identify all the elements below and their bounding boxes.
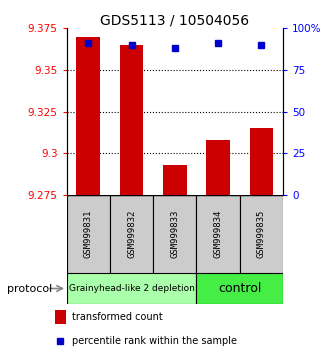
- Text: percentile rank within the sample: percentile rank within the sample: [73, 336, 237, 346]
- Text: control: control: [218, 282, 261, 295]
- FancyBboxPatch shape: [67, 273, 196, 304]
- FancyBboxPatch shape: [110, 195, 153, 273]
- Text: GSM999835: GSM999835: [257, 210, 266, 258]
- Text: transformed count: transformed count: [73, 312, 163, 322]
- Title: GDS5113 / 10504056: GDS5113 / 10504056: [100, 13, 249, 27]
- Bar: [163, 165, 187, 195]
- Text: GSM999834: GSM999834: [213, 210, 223, 258]
- Bar: [249, 128, 273, 195]
- Bar: [206, 140, 230, 195]
- Text: GSM999831: GSM999831: [84, 210, 93, 258]
- Bar: [120, 45, 144, 195]
- Text: GSM999832: GSM999832: [127, 210, 136, 258]
- Bar: [55, 310, 66, 324]
- Bar: [76, 37, 100, 195]
- FancyBboxPatch shape: [196, 195, 240, 273]
- Text: GSM999833: GSM999833: [170, 210, 179, 258]
- FancyBboxPatch shape: [153, 195, 196, 273]
- FancyBboxPatch shape: [196, 273, 283, 304]
- FancyBboxPatch shape: [240, 195, 283, 273]
- Text: protocol: protocol: [7, 284, 52, 293]
- Text: Grainyhead-like 2 depletion: Grainyhead-like 2 depletion: [69, 284, 194, 293]
- FancyBboxPatch shape: [67, 195, 110, 273]
